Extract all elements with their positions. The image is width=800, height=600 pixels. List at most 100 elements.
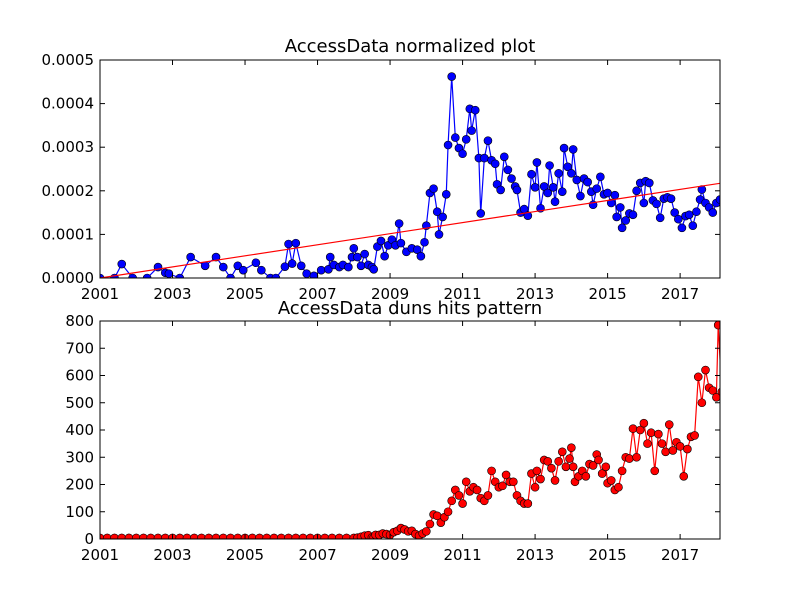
duns-hits-plot: AccessData duns hits pattern 2001 2003 200… [65,298,721,564]
duns-hits-plot-point [523,499,533,508]
normalized-plot-point [291,238,301,248]
normalized-plot-point [563,162,573,172]
duns-hits-plot-point [650,466,660,476]
normalized-plot-point [557,187,567,196]
normalized-plot-point [412,245,422,254]
duns-hits-plot-x-tick-label: 2003 [153,546,191,564]
normalized-plot-point [376,236,386,246]
duns-hits-plot-point [646,428,656,438]
duns-hits-plot-y-tick-label: 200 [65,476,94,494]
duns-hits-plot-point [487,466,496,476]
normalized-plot-point [296,261,306,271]
duns-hits-plot-point [635,425,645,435]
duns-hits-plot-point [683,444,692,454]
duns-hits-plot-point [594,455,603,465]
normalized-plot-point [316,265,326,275]
normalized-plot-point [441,189,451,199]
duns-hits-plot-point [461,477,471,487]
duns-hits-plot-y-tick-label: 100 [65,503,94,521]
normalized-plot-point [344,262,353,272]
duns-hits-plot-x-tick-label: 2007 [298,546,336,564]
normalized-plot-point [572,175,582,185]
normalized-plot-point [476,209,486,218]
normalized-plot-x-tick-label: 2015 [589,285,627,303]
normalized-plot-point [467,126,476,135]
normalized-plot-y-tick-label: 0.0002 [42,182,95,200]
normalized-plot-x-tick-label: 2007 [298,285,336,303]
normalized-plot-point [545,161,554,170]
duns-hits-plot-point [661,447,670,457]
normalized-plot-point [496,185,505,195]
normalized-plot-point [550,197,560,206]
normalized-plot-point [621,216,631,225]
normalized-plot-point [688,221,698,230]
normalized-plot-point [568,145,578,154]
normalized-plot-point [461,135,471,144]
normalized-plot-ticks: 2001 2003 2005 2007 2009 2011 2013 2015 2017 0.00… [42,51,720,303]
duns-hits-plot-y-tick-label: 700 [65,339,94,357]
duns-hits-plot-point [675,442,685,451]
duns-hits-plot-point [509,477,518,487]
normalized-plot-series-1-line [100,182,720,278]
normalized-plot-point [175,273,185,278]
duns-hits-plot-point [581,472,591,481]
normalized-plot-point [434,230,444,239]
normalized-plot-x-tick-label: 2013 [516,285,554,303]
duns-hits-plot-point [617,466,627,476]
normalized-plot-point [548,183,558,192]
duns-hits-plot-x-tick-label: 2013 [516,546,554,564]
normalized-plot-point [652,199,661,209]
normalized-plot-point [530,183,540,192]
normalized-plot-x-tick-label: 2001 [81,285,119,303]
duns-hits-plot-point [597,469,607,478]
duns-hits-plot-point [606,476,616,485]
normalized-plot-point [369,264,379,274]
normalized-plot-point [512,185,522,195]
duns-hits-plot-point [532,466,542,476]
normalized-plot-point [610,190,620,200]
normalized-plot-y-tick-label: 0.0001 [42,225,95,243]
normalized-plot-point [416,251,426,261]
normalized-plot-point [684,210,694,220]
duns-hits-plot-point [454,491,464,500]
normalized-plot-point [670,208,679,217]
duns-hits-plot-point [668,446,678,455]
duns-hits-plot-point [547,463,556,473]
normalized-plot-point [394,219,404,228]
normalized-plot-x-tick-label: 2003 [153,285,191,303]
duns-hits-plot-point [639,418,649,428]
normalized-plot-point [200,261,210,271]
normalized-plot-point [349,244,359,253]
duns-hits-plot-y-tick-label: 600 [65,367,94,385]
normalized-plot-point [360,249,369,259]
duns-hits-plot-point [472,485,482,495]
duns-hits-plot-x-tick-label: 2001 [81,546,119,564]
normalized-plot-point [559,143,569,153]
normalized-plot-point [532,158,542,167]
normalized-plot-x-tick-label: 2011 [443,285,481,303]
normalized-plot-point [639,198,649,208]
normalized-plot-point [499,152,509,162]
duns-hits-plot-point [567,443,576,453]
normalized-plot-point [284,239,293,249]
duns-hits-plot-y-tick-label: 300 [65,448,94,466]
duns-hits-plot-point [657,439,667,448]
normalized-plot-point [606,198,616,208]
duns-hits-plot-point [588,461,598,470]
normalized-plot-point [483,136,493,145]
duns-hits-plot-point [701,365,710,375]
normalized-plot-point [211,252,221,262]
duns-hits-plot-x-tick-label: 2015 [589,546,627,564]
duns-hits-plot-x-tick-label: 2009 [371,546,409,564]
normalized-plot-point [644,178,654,188]
normalized-plot-point [396,238,406,248]
normalized-plot-point [458,149,467,159]
duns-hits-plot-point [628,424,638,433]
normalized-plot-point [628,210,638,220]
normalized-plot-point [447,72,457,81]
duns-hits-plot-point [614,482,623,492]
normalized-plot-point [218,262,228,272]
duns-hits-plot-ticks: 2001 2003 2005 2007 2009 2011 2013 2015 2017 0 100… [65,312,720,564]
duns-hits-plot-point [543,457,553,466]
